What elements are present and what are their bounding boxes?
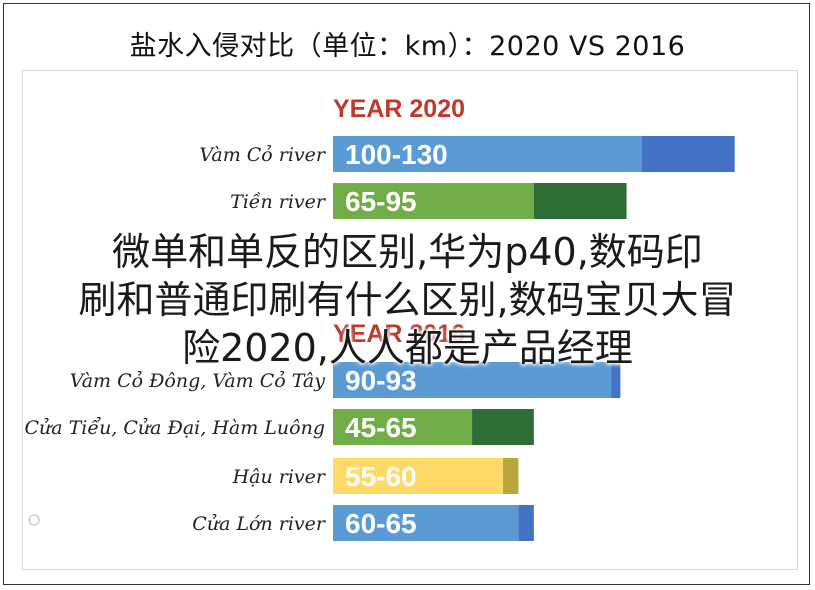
bar-low-segment — [333, 183, 534, 219]
bar-range-segment — [533, 183, 627, 219]
chart-title: 盐水入侵对比（单位：km）：2020 VS 2016 — [129, 31, 686, 62]
bar-low-segment — [333, 505, 519, 541]
bar-range-segment — [518, 505, 534, 541]
bar-low-segment — [333, 409, 473, 445]
bar-value-label: 100-130 — [345, 139, 448, 170]
bar-low-segment — [333, 136, 642, 172]
bar-value-label: 60-65 — [345, 508, 417, 539]
group-header: YEAR 2016 — [333, 320, 465, 348]
bar-low-segment — [333, 458, 503, 494]
row-label: Vàm Cỏ river — [199, 144, 327, 166]
bar-low-segment — [333, 362, 612, 398]
row-label: Hậu river — [232, 466, 327, 488]
bar-range-segment — [472, 409, 534, 445]
bar-range-segment — [611, 362, 621, 398]
group-header: YEAR 2020 — [333, 95, 465, 123]
decorative-mark-icon — [28, 514, 40, 526]
row-label: Cửa Tiểu, Cửa Đại, Hàm Luông — [24, 417, 325, 439]
bar-value-label: 65-95 — [345, 186, 417, 217]
row-label: Tiền river — [230, 191, 327, 213]
row-label: Cửa Lớn river — [192, 513, 327, 535]
bar-range-segment — [502, 458, 519, 494]
bar-range-segment — [642, 136, 735, 172]
row-label: Vàm Cỏ Đông, Vàm Cỏ Tây — [70, 370, 326, 392]
bar-value-label: 55-60 — [345, 461, 417, 492]
bar-value-label: 45-65 — [345, 412, 417, 443]
bar-value-label: 90-93 — [345, 365, 417, 396]
